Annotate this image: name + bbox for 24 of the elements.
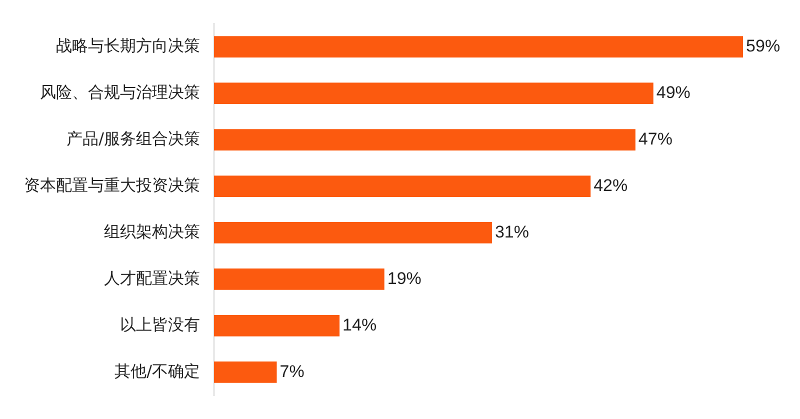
data-label: 59%: [746, 36, 780, 56]
y-tick-label: 战略与长期方向决策: [56, 36, 200, 55]
data-label: 19%: [387, 268, 422, 288]
bar: [214, 361, 277, 383]
data-label: 7%: [280, 362, 304, 381]
data-label: 42%: [594, 176, 628, 195]
bar: [214, 315, 340, 336]
data-label: 31%: [494, 222, 529, 242]
y-tick-label: 资本配置与重大投资决策: [24, 175, 200, 194]
bar: [214, 176, 591, 197]
bar: [214, 36, 744, 58]
bar: [214, 268, 384, 290]
y-tick-label: 其他/不确定: [114, 361, 200, 380]
bar: [214, 129, 636, 150]
y-tick-label: 风险、合规与治理决策: [40, 82, 200, 102]
data-label: 47%: [638, 129, 672, 148]
y-tick-label: 产品/服务组合决策: [66, 128, 200, 148]
data-label: 14%: [342, 315, 377, 334]
y-tick-label: 人才配置决策: [104, 268, 200, 288]
y-tick-label: 组织架构决策: [104, 222, 200, 241]
bar: [214, 82, 654, 104]
y-tick-label: 以上皆没有: [120, 314, 200, 334]
bar: [214, 222, 492, 244]
data-label: 49%: [656, 83, 690, 102]
